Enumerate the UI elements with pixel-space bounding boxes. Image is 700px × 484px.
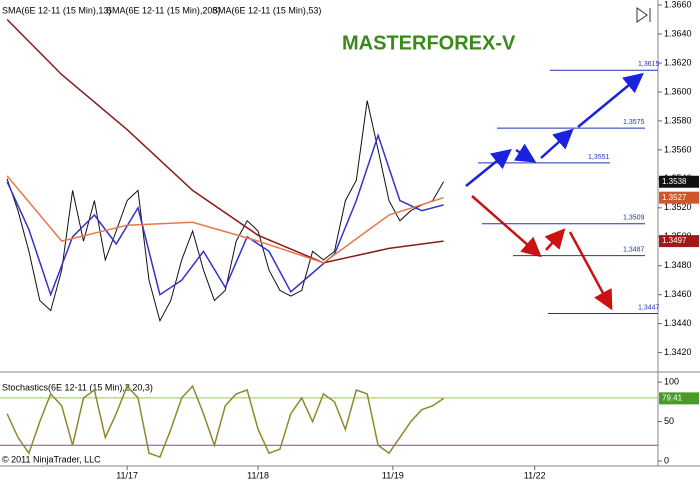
value-box-label: 1.3538 — [662, 177, 687, 186]
level-label: 1,3487 — [623, 246, 645, 253]
legend-entry: SMA(6E 12-11 (15 Min),13) — [2, 5, 111, 15]
y-tick-label: 1.3520 — [664, 202, 692, 212]
stoch-line — [6, 384, 445, 459]
value-box-label: 1.3497 — [662, 236, 687, 245]
y-tick-label: 1.3460 — [664, 289, 692, 299]
arrow — [471, 195, 542, 258]
y-tick-label: 1.3620 — [664, 57, 692, 67]
value-box-label: 79.41 — [662, 393, 683, 402]
sma-line — [6, 175, 444, 264]
y-tick-label: 1.3600 — [664, 86, 692, 96]
y2-tick-label: 0 — [664, 455, 669, 465]
value-box — [659, 392, 699, 405]
arrow — [568, 231, 613, 311]
legend-entry: SMA(6E 12-11 (15 Min),53) — [212, 5, 321, 15]
copyright: © 2011 NinjaTrader, LLC — [2, 454, 101, 464]
arrow — [513, 143, 537, 163]
x-tick-label: 11/19 — [382, 470, 404, 480]
y-tick-label: 1.3440 — [664, 318, 692, 328]
value-box-label: 1.3527 — [662, 193, 687, 202]
level-label: 1,3447 — [638, 304, 660, 311]
x-tick-label: 11/18 — [247, 470, 269, 480]
arrow — [577, 72, 644, 128]
level-label: 1,3551 — [588, 154, 610, 161]
value-box — [659, 191, 699, 204]
sma-line — [6, 18, 444, 264]
y-tick-label: 1.3420 — [664, 347, 692, 357]
level-label: 1,3575 — [623, 119, 645, 126]
x-tick-label: 11/17 — [116, 470, 138, 480]
y-tick-label: 1.3580 — [664, 115, 692, 125]
y-tick-label: 1.3660 — [664, 0, 692, 9]
level-label: 1,3615 — [638, 61, 660, 68]
y2-tick-label: 100 — [664, 376, 679, 386]
legend-entry: SMA(6E 12-11 (15 Min),208) — [106, 5, 220, 15]
y-tick-label: 1.3560 — [664, 144, 692, 154]
price-line — [6, 100, 445, 323]
y-tick-label: 1.3640 — [664, 28, 692, 38]
sma-line — [6, 133, 444, 297]
x-tick-label: 11/22 — [524, 470, 546, 480]
y-tick-label: 1.3480 — [664, 260, 692, 270]
stoch-title: Stochastics(6E 12-11 (15 Min),2,20,3) — [2, 382, 153, 392]
level-label: 1,3509 — [623, 215, 645, 222]
arrow — [544, 228, 566, 251]
value-box — [659, 235, 699, 248]
y2-tick-label: 50 — [664, 416, 674, 426]
chart-title: MASTERFOREX-V — [342, 32, 516, 54]
arrow — [465, 148, 512, 187]
value-box — [659, 175, 699, 188]
arrow — [540, 128, 574, 159]
play-icon[interactable] — [636, 7, 651, 23]
